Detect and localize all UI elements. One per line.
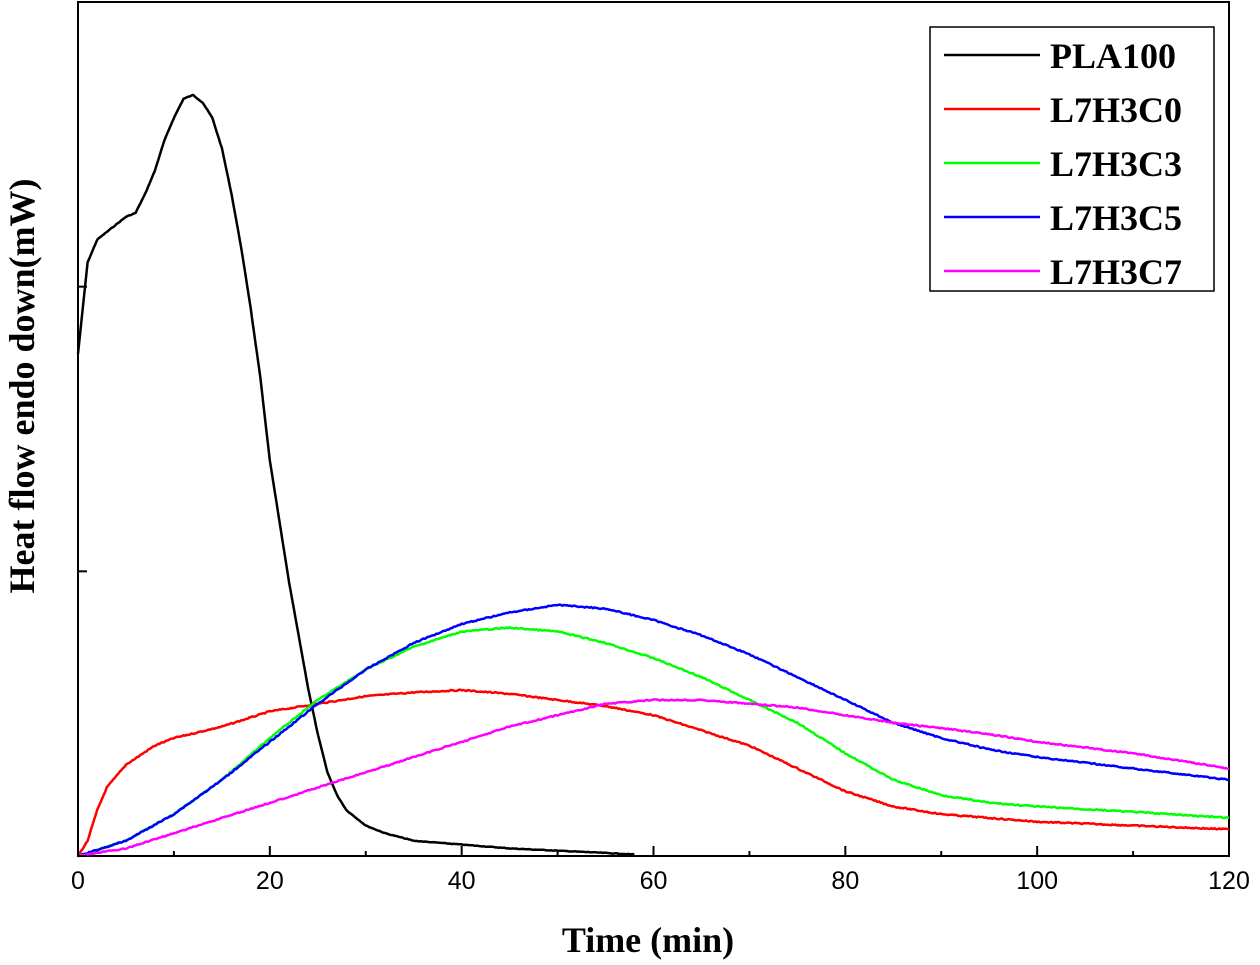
legend-label: L7H3C7 xyxy=(1050,252,1182,292)
x-axis-title: Time (min) xyxy=(562,920,734,960)
x-tick-label: 60 xyxy=(640,867,668,895)
legend-label: L7H3C0 xyxy=(1050,90,1182,130)
series-line-l7h3c3 xyxy=(77,625,1230,858)
x-tick-label: 40 xyxy=(448,867,476,895)
y-axis-title: Heat flow endo down(mW) xyxy=(2,179,42,594)
legend-label: PLA100 xyxy=(1050,36,1176,76)
series-line-l7h3c5 xyxy=(77,603,1229,857)
series-line-l7h3c0 xyxy=(76,688,1230,857)
axes-layer: 0 20 40 60 80 100 120 xyxy=(71,1,1250,895)
x-tick-label: 80 xyxy=(831,867,859,895)
legend-label: L7H3C5 xyxy=(1050,198,1182,238)
x-tick-label: 100 xyxy=(1016,867,1058,895)
series-line-l7h3c7 xyxy=(77,698,1230,858)
series-line-pla100 xyxy=(76,93,635,856)
x-tick-label: 20 xyxy=(256,867,284,895)
legend-box xyxy=(929,26,1215,292)
x-tick-label: 120 xyxy=(1208,867,1250,895)
legend: PLA100 L7H3C0 L7H3C3 L7H3C5 L7H3C7 xyxy=(929,26,1215,292)
x-tick-label: 0 xyxy=(71,867,85,895)
legend-label: L7H3C3 xyxy=(1050,144,1182,184)
series-layer xyxy=(76,93,1230,858)
